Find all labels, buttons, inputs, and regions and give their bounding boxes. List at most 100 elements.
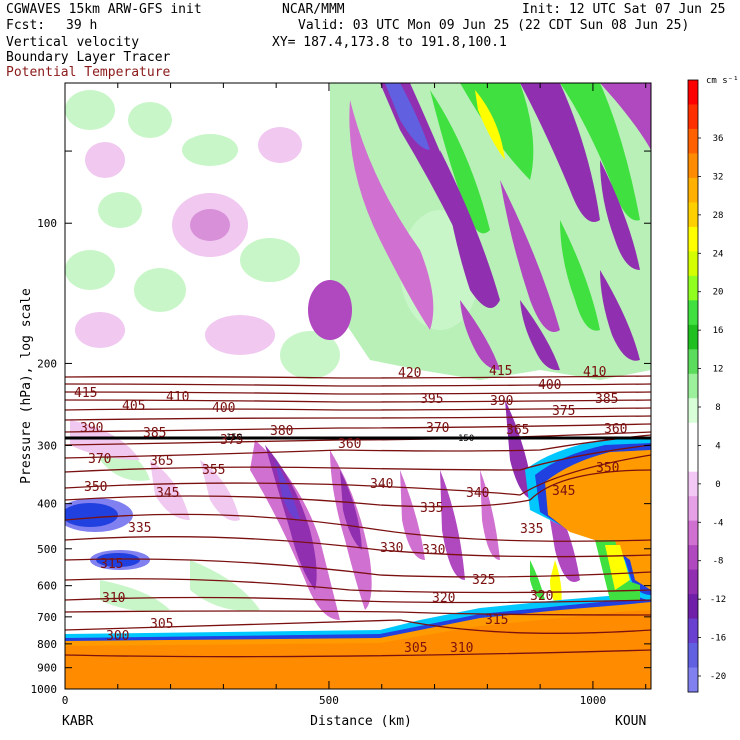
isentrope-label: 315 [485, 613, 508, 628]
isentrope-label: 340 [466, 486, 489, 501]
colorbar-swatch [688, 104, 698, 130]
valid-time: Valid: 03 UTC Mon 09 Jun 25 (22 CDT Sun … [298, 18, 690, 33]
colorbar-label: 12 [713, 365, 724, 375]
isentrope-label: 350 [84, 480, 107, 495]
init-time: Init: 12 UTC Sat 07 Jun 25 [522, 2, 726, 17]
isentrope-label: 345 [552, 484, 575, 499]
y-axis: 100 200 300 400 500 600 700 800 900 1000 [31, 82, 651, 696]
isentrope-label: 315 [100, 557, 123, 572]
colorbar-label: 32 [713, 172, 724, 182]
y-tick-label: 400 [37, 498, 57, 511]
isentrope-label: 365 [506, 423, 529, 438]
isentrope-label: 420 [398, 366, 421, 381]
isentrope-label: 385 [595, 392, 618, 407]
colorbar-label: 36 [713, 134, 724, 144]
level-150-label: 150 [226, 433, 242, 443]
y-tick-label: 1000 [31, 683, 58, 696]
colorbar-label: 0 [715, 480, 720, 490]
colorbar-label: 28 [713, 211, 724, 221]
x-axis-label: Distance (km) [310, 714, 412, 729]
level-150-label: 150 [458, 434, 474, 444]
isentrope-label: 325 [472, 573, 495, 588]
colorbar-label: 20 [713, 288, 724, 298]
isentrope-label: 345 [156, 486, 179, 501]
y-tick-label: 700 [37, 611, 57, 624]
isentrope-label: 320 [432, 591, 455, 606]
colorbar-swatch [688, 667, 698, 693]
colorbar-swatch [688, 153, 698, 179]
colorbar-swatch [688, 202, 698, 228]
isentrope-label: 305 [404, 641, 427, 656]
isentrope-label: 360 [338, 437, 361, 452]
colorbar-swatch [688, 643, 698, 669]
cross-section-endpoints: XY= 187.4,173.8 to 191.8,100.1 [272, 35, 507, 50]
isentrope-label: 375 [552, 404, 575, 419]
colorbar-swatch [688, 520, 698, 546]
y-tick-label: 600 [37, 580, 57, 593]
isentrope-label: 320 [530, 589, 553, 604]
isentrope-label: 395 [420, 392, 443, 407]
y-tick-label: 100 [37, 217, 57, 230]
colorbar-swatch [688, 226, 698, 252]
model-title: CGWAVES 15km ARW-GFS init [6, 2, 202, 17]
isentrope-label: 365 [150, 454, 173, 469]
forecast-hour: 39 h [66, 18, 98, 33]
colorbar-label: 8 [715, 403, 720, 413]
isentrope-label: 310 [450, 641, 473, 656]
isentrope-label: 390 [490, 394, 513, 409]
isentrope-label: 380 [270, 424, 293, 439]
isentrope-label: 400 [212, 401, 235, 416]
colorbar-swatch [688, 324, 698, 350]
colorbar-label: -4 [713, 518, 724, 528]
colorbar-swatch [688, 300, 698, 326]
colorbar-swatch [688, 447, 698, 473]
colorbar-label: -20 [710, 672, 726, 682]
colorbar-swatch [688, 275, 698, 301]
isentrope-label: 350 [596, 461, 619, 476]
x-axis: 0 500 1000 [62, 83, 647, 707]
plot-frame [64, 82, 652, 690]
y-tick-label: 900 [37, 662, 57, 675]
x-tick-label: 1000 [580, 694, 607, 707]
colorbar-swatch [688, 618, 698, 644]
isentrope-label: 340 [370, 477, 393, 492]
field-label-boundary-layer-tracer: Boundary Layer Tracer [6, 50, 171, 65]
isentrope-label: 370 [88, 452, 111, 467]
isentrope-label: 375 [220, 433, 243, 448]
isentrope-label: 335 [520, 522, 543, 537]
colorbar-swatch [688, 128, 698, 154]
right-endpoint-label: KOUN [615, 714, 646, 729]
isentrope-label: 410 [166, 390, 189, 405]
isentrope-label: 305 [150, 617, 173, 632]
isentrope-label: 400 [538, 378, 561, 393]
isentrope-label: 330 [380, 541, 403, 556]
y-tick-label: 500 [37, 543, 57, 556]
y-axis-label: Pressure (hPa), log scale [19, 288, 34, 484]
colorbar-swatch [688, 373, 698, 399]
isentrope-label: 390 [80, 421, 103, 436]
colorbar-swatch [688, 471, 698, 497]
isentrope-lines [65, 375, 651, 658]
colorbar-swatch [688, 545, 698, 571]
isentrope-label: 415 [74, 386, 97, 401]
colorbar-swatch [688, 251, 698, 277]
colorbar-label: 16 [713, 326, 724, 336]
org-label: NCAR/MMM [282, 2, 345, 17]
colorbar-label: -12 [710, 595, 726, 605]
vertical-velocity-field [65, 83, 651, 689]
field-label-vertical-velocity: Vertical velocity [6, 35, 140, 50]
colorbar-swatch [688, 422, 698, 448]
colorbar-frame [687, 79, 699, 693]
isentrope-label: 405 [122, 399, 145, 414]
isentrope-label: 360 [604, 422, 627, 437]
colorbar-swatch [688, 349, 698, 375]
y-tick-label: 800 [37, 638, 57, 651]
colorbar: 36 32 28 24 20 16 12 8 4 0 -4 -8 -12 -16 -20 [687, 79, 726, 693]
y-tick-label: 300 [37, 439, 57, 452]
isentrope-label: 385 [143, 426, 166, 441]
colorbar-swatch [688, 398, 698, 424]
x-tick-label: 0 [62, 694, 69, 707]
colorbar-units: cm s⁻¹ [706, 76, 739, 86]
colorbar-label: 24 [713, 249, 724, 259]
